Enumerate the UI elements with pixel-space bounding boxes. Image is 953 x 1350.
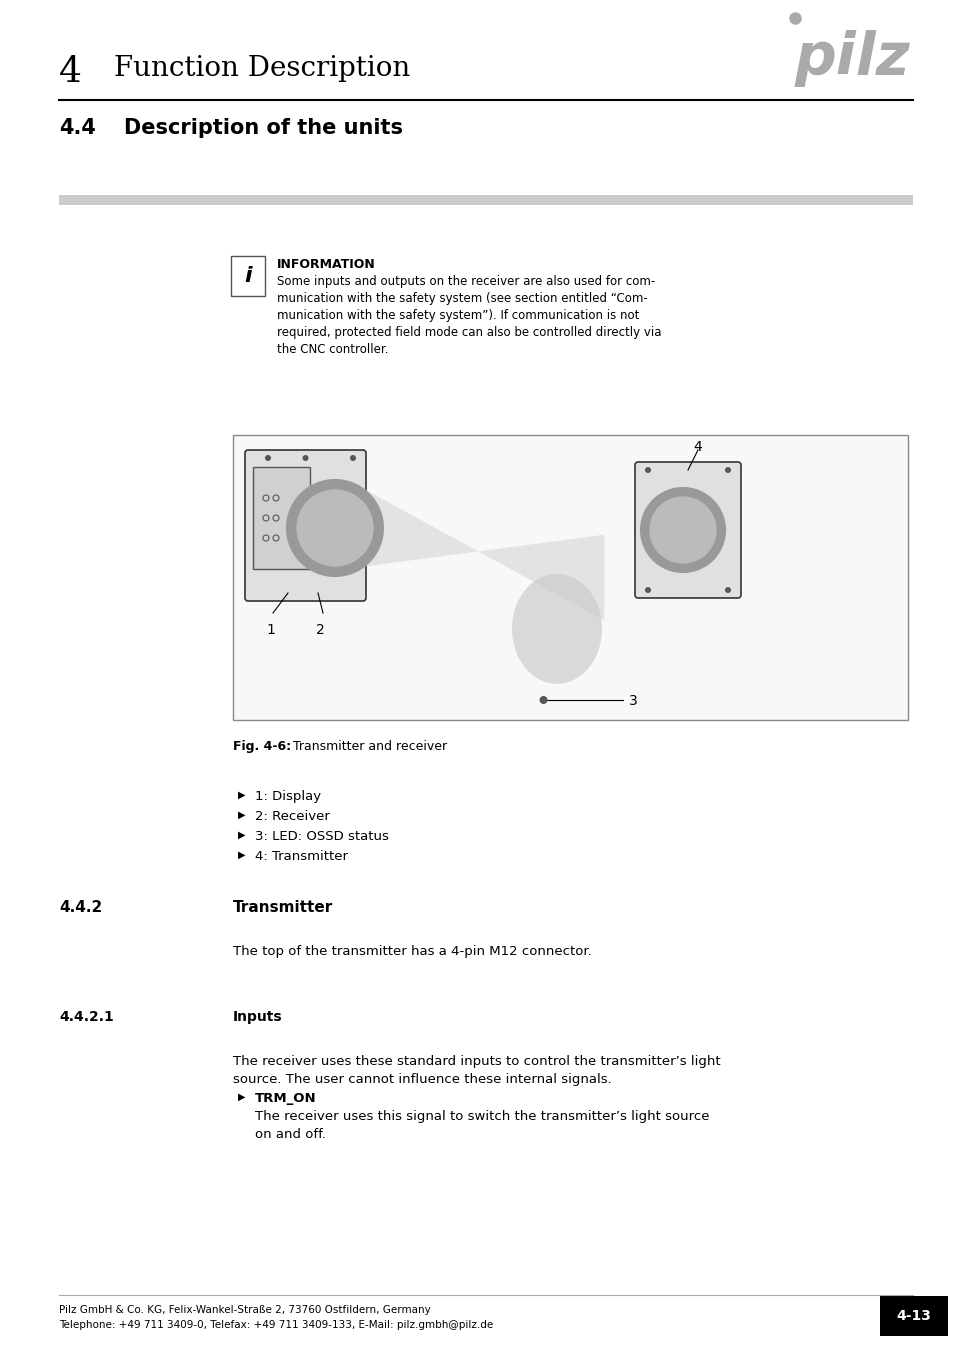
Circle shape [302, 455, 308, 460]
Text: 4: Transmitter: 4: Transmitter [254, 850, 348, 863]
FancyBboxPatch shape [245, 450, 366, 601]
Circle shape [265, 455, 271, 460]
Text: required, protected field mode can also be controlled directly via: required, protected field mode can also … [276, 325, 660, 339]
Text: i: i [244, 266, 252, 286]
Text: Inputs: Inputs [233, 1010, 282, 1025]
Circle shape [287, 481, 382, 576]
Text: Telephone: +49 711 3409-0, Telefax: +49 711 3409-133, E-Mail: pilz.gmbh@pilz.de: Telephone: +49 711 3409-0, Telefax: +49 … [59, 1320, 493, 1330]
Text: ▶: ▶ [237, 810, 245, 819]
FancyBboxPatch shape [635, 462, 740, 598]
Text: source. The user cannot influence these internal signals.: source. The user cannot influence these … [233, 1073, 611, 1085]
Text: 2: Receiver: 2: Receiver [254, 810, 330, 824]
Text: The top of the transmitter has a 4-pin M12 connector.: The top of the transmitter has a 4-pin M… [233, 945, 591, 958]
Text: munication with the safety system”). If communication is not: munication with the safety system”). If … [276, 309, 639, 323]
Text: munication with the safety system (see section entitled “Com-: munication with the safety system (see s… [276, 292, 647, 305]
Circle shape [296, 490, 373, 566]
Circle shape [350, 455, 355, 460]
Text: INFORMATION: INFORMATION [276, 258, 375, 271]
Circle shape [644, 467, 650, 472]
Text: 3: LED: OSSD status: 3: LED: OSSD status [254, 830, 389, 842]
Text: the CNC controller.: the CNC controller. [276, 343, 388, 356]
Text: 4: 4 [59, 55, 82, 89]
Text: 2: 2 [315, 622, 324, 637]
Text: TRM_ON: TRM_ON [254, 1092, 316, 1106]
Text: 4.4: 4.4 [59, 117, 95, 138]
Text: Pilz GmbH & Co. KG, Felix-Wankel-Straße 2, 73760 Ostfildern, Germany: Pilz GmbH & Co. KG, Felix-Wankel-Straße … [59, 1305, 431, 1315]
Text: Transmitter and receiver: Transmitter and receiver [293, 740, 447, 753]
FancyBboxPatch shape [253, 467, 310, 568]
Polygon shape [353, 483, 603, 620]
Text: Fig. 4-6:: Fig. 4-6: [233, 740, 291, 753]
Text: 3: 3 [628, 694, 637, 707]
Text: The receiver uses these standard inputs to control the transmitter’s light: The receiver uses these standard inputs … [233, 1054, 720, 1068]
Text: Description of the units: Description of the units [124, 117, 402, 138]
Text: 1: 1 [266, 622, 274, 637]
Text: ▶: ▶ [237, 790, 245, 801]
Text: ▶: ▶ [237, 850, 245, 860]
Text: 4-13: 4-13 [896, 1310, 930, 1323]
Text: pilz: pilz [794, 30, 909, 86]
Text: on and off.: on and off. [254, 1129, 326, 1141]
Circle shape [644, 587, 650, 593]
Bar [879, 1296, 947, 1336]
Bar [233, 435, 907, 720]
Text: Some inputs and outputs on the receiver are also used for com-: Some inputs and outputs on the receiver … [276, 275, 655, 288]
Text: The receiver uses this signal to switch the transmitter’s light source: The receiver uses this signal to switch … [254, 1110, 709, 1123]
Bar [59, 194, 912, 205]
Text: 1: Display: 1: Display [254, 790, 321, 803]
Circle shape [724, 467, 730, 472]
Circle shape [649, 497, 716, 563]
Text: 4.4.2.1: 4.4.2.1 [59, 1010, 113, 1025]
Text: Transmitter: Transmitter [233, 900, 333, 915]
Text: Function Description: Function Description [113, 55, 410, 82]
Text: 4: 4 [692, 440, 701, 454]
Ellipse shape [512, 574, 601, 684]
Text: ▶: ▶ [237, 1092, 245, 1102]
Circle shape [724, 587, 730, 593]
Text: ▶: ▶ [237, 830, 245, 840]
Circle shape [539, 697, 547, 703]
Circle shape [640, 487, 724, 572]
Text: 4.4.2: 4.4.2 [59, 900, 102, 915]
FancyBboxPatch shape [231, 256, 265, 296]
